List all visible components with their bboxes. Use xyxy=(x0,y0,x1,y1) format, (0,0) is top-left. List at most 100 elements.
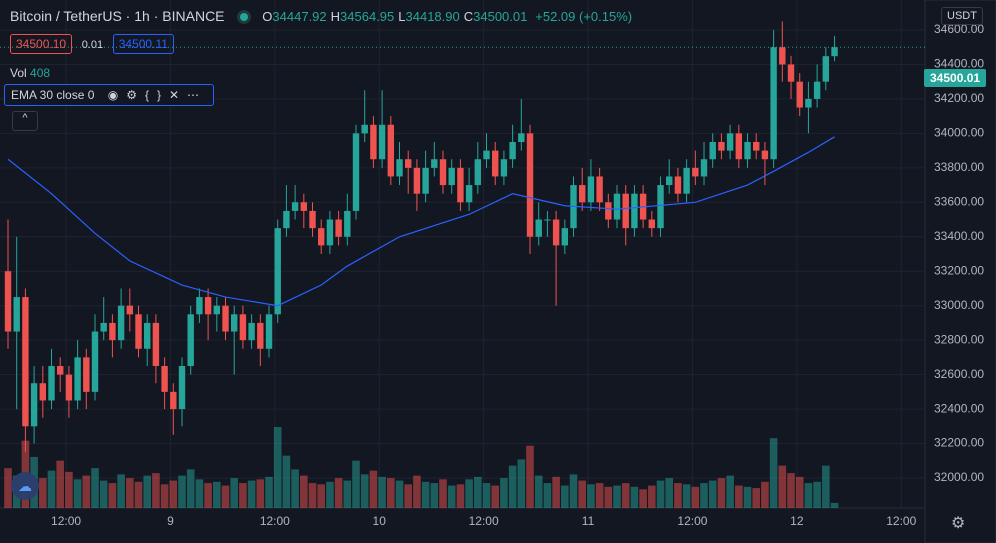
y-tick-label: 34200.00 xyxy=(934,91,984,105)
y-tick-label: 32400.00 xyxy=(934,401,984,415)
volume-bar xyxy=(195,479,204,508)
y-tick-label: 32800.00 xyxy=(934,332,984,346)
candle-body xyxy=(692,167,699,177)
volume-bar xyxy=(178,475,186,508)
interval: 1h xyxy=(134,8,150,24)
ema-line xyxy=(7,136,835,307)
volume-bar xyxy=(804,483,813,508)
logo[interactable]: ☁ xyxy=(11,472,39,500)
currency[interactable]: USDT xyxy=(941,7,983,25)
volume-bar xyxy=(543,483,552,508)
volume-bar xyxy=(247,480,256,508)
volume-bar xyxy=(160,484,169,508)
x-tick-label: 12 xyxy=(790,514,804,528)
volume-bar xyxy=(743,486,752,508)
volume-bar xyxy=(256,479,265,508)
candle-body xyxy=(48,366,55,401)
x-tick-label: 10 xyxy=(373,514,387,528)
candle-body xyxy=(683,167,690,194)
volume-bar xyxy=(82,475,91,508)
volume-bar xyxy=(334,478,343,508)
candle-body xyxy=(787,64,795,82)
x-tick-label: 9 xyxy=(167,514,174,528)
volume-bar xyxy=(343,480,352,508)
volume-bar xyxy=(465,479,473,508)
volume-bar xyxy=(439,479,447,508)
candle-body xyxy=(4,271,12,332)
volume-bar xyxy=(561,485,569,508)
volume-bar xyxy=(213,481,221,508)
indicator-legend[interactable]: EMA 30 close 0 ◉⚙{}✕⋯ xyxy=(4,84,215,106)
volume-bar xyxy=(613,485,621,508)
candle-body xyxy=(291,202,299,211)
candle-body xyxy=(500,159,508,177)
volume-bar xyxy=(587,484,595,508)
volume-bar xyxy=(578,480,587,508)
sell-price[interactable]: 34500.10 xyxy=(10,34,73,54)
volume-bar xyxy=(456,484,465,508)
candle-body xyxy=(700,159,708,177)
volume-bar xyxy=(735,485,743,508)
volume-bar xyxy=(813,481,821,508)
candle-body xyxy=(753,141,760,151)
candle-body xyxy=(22,297,29,427)
volume-bar xyxy=(534,475,543,508)
volume-bar xyxy=(395,480,404,508)
buy-price[interactable]: 34500.11 xyxy=(112,34,174,54)
volume-bar xyxy=(378,476,386,508)
candle-body xyxy=(326,219,334,246)
y-tick-label: 32200.00 xyxy=(934,436,984,450)
volume-bar xyxy=(491,485,500,508)
candle-body xyxy=(187,314,194,367)
volume-bar xyxy=(317,484,326,508)
volume-bar xyxy=(604,486,613,508)
candle-body xyxy=(65,374,73,401)
volume-bar xyxy=(352,460,360,508)
candle-body xyxy=(213,305,221,315)
change: +52.09 (+0.15%) xyxy=(535,9,633,24)
ohlc-key: C xyxy=(463,9,474,24)
candle-body xyxy=(274,228,281,315)
candle-body xyxy=(552,219,560,246)
settings-icon[interactable]: ⚙ xyxy=(951,515,966,532)
candle-body xyxy=(761,150,769,160)
volume-bar xyxy=(552,476,560,508)
candle-body xyxy=(13,297,20,332)
volume-bar xyxy=(169,480,178,508)
volume-bar xyxy=(517,459,526,508)
volume-bar xyxy=(674,483,682,508)
volume-bar xyxy=(300,475,308,508)
candle-body xyxy=(91,331,99,392)
volume-bar xyxy=(621,483,630,508)
candle-body xyxy=(457,167,464,203)
candle-body xyxy=(413,167,421,194)
volume-bar xyxy=(656,480,665,508)
volume-bar xyxy=(717,478,726,508)
volume-bar xyxy=(91,468,99,508)
candle-body xyxy=(813,81,821,99)
volume-bar xyxy=(682,484,691,508)
volume-bar xyxy=(404,484,413,508)
ohlc: O34447.92 H34564.95 L34418.90 C34500.01 xyxy=(262,9,531,24)
volume-bar xyxy=(230,478,239,508)
candle-body xyxy=(161,366,168,392)
candle-body xyxy=(283,210,290,229)
candle-body xyxy=(135,314,142,349)
ohlc-key: L xyxy=(398,9,406,24)
candle-body xyxy=(561,228,569,246)
candle-body xyxy=(631,193,638,229)
candle-body xyxy=(239,314,247,341)
x-tick-label: 12:00 xyxy=(886,514,916,528)
candle-body xyxy=(405,159,412,168)
volume-bar xyxy=(282,455,291,508)
candle-body xyxy=(74,357,81,401)
indicator-icons[interactable]: ◉⚙{}✕⋯ xyxy=(107,88,208,102)
collapse-button[interactable]: ^ xyxy=(12,111,38,131)
candle-body xyxy=(265,314,273,349)
volume-bar xyxy=(360,474,369,508)
candle-body xyxy=(361,124,368,134)
volume-bar xyxy=(769,438,778,508)
volume-bar xyxy=(508,465,517,508)
candle-body xyxy=(518,133,525,142)
